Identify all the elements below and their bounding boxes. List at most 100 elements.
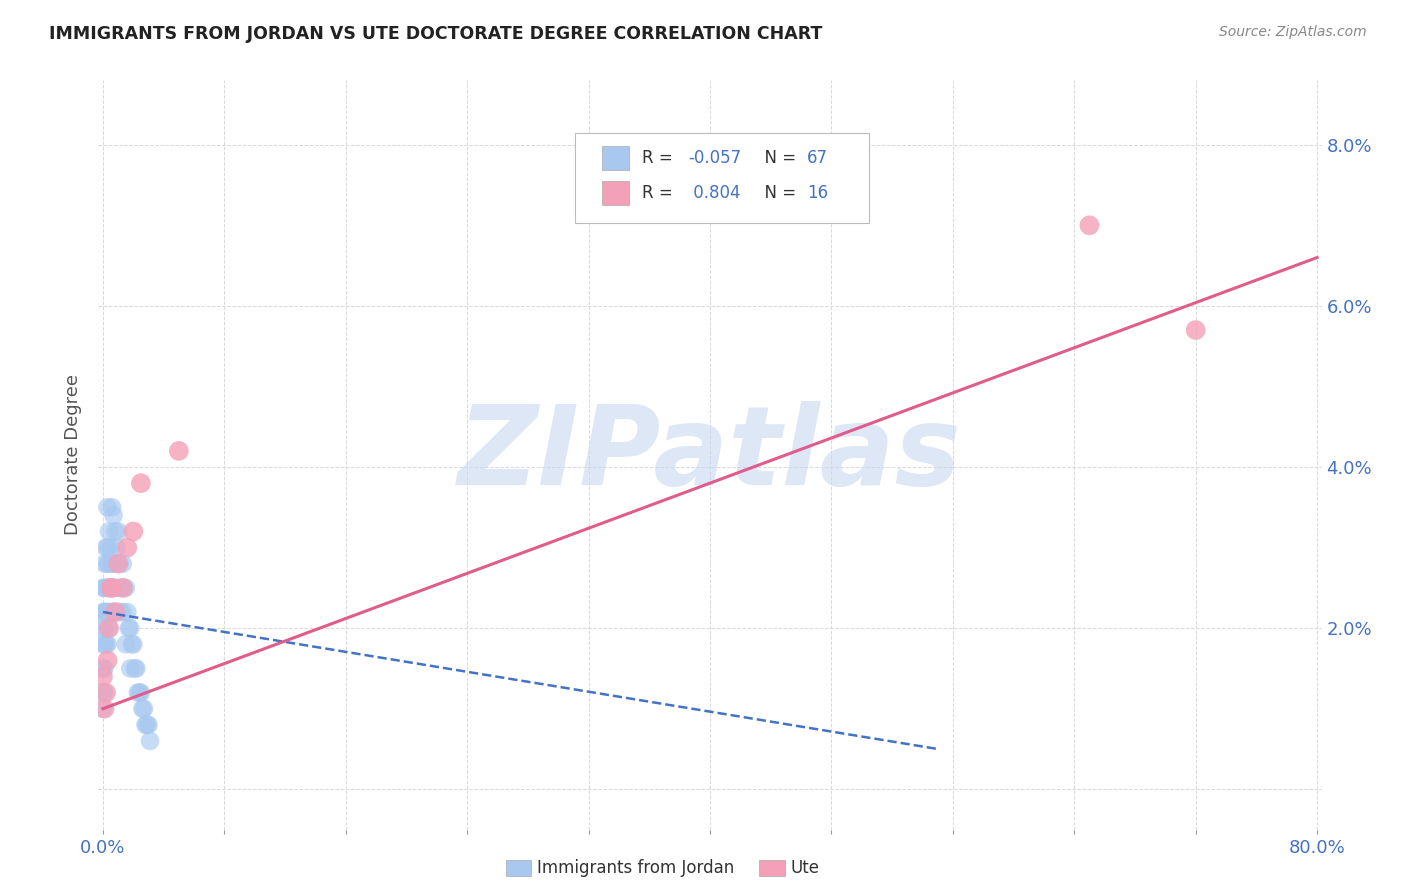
Point — [108, 605, 131, 619]
Point — [134, 718, 156, 732]
Point — [94, 541, 117, 555]
Point — [105, 605, 128, 619]
Point — [91, 581, 114, 595]
Point — [131, 702, 153, 716]
Point — [139, 734, 162, 748]
Point — [93, 661, 115, 675]
Point — [103, 605, 125, 619]
Point — [93, 605, 115, 619]
Point — [96, 581, 118, 595]
Point — [167, 443, 190, 458]
Point — [94, 685, 117, 699]
Point — [100, 541, 122, 555]
Point — [93, 685, 115, 699]
Text: 0.804: 0.804 — [688, 184, 741, 202]
Point — [107, 524, 129, 539]
Point — [136, 718, 159, 732]
Point — [118, 621, 141, 635]
Text: 16: 16 — [807, 184, 828, 202]
Point — [96, 605, 118, 619]
Point — [112, 581, 135, 595]
Point — [122, 637, 145, 651]
Point — [104, 524, 127, 539]
Text: Source: ZipAtlas.com: Source: ZipAtlas.com — [1219, 25, 1367, 39]
Point — [98, 524, 121, 539]
Point — [91, 621, 114, 635]
Point — [98, 557, 121, 571]
Point — [93, 621, 115, 635]
Point — [93, 637, 115, 651]
Point — [111, 557, 134, 571]
Point — [101, 500, 124, 515]
Point — [104, 581, 127, 595]
Point — [107, 581, 129, 595]
Point — [117, 541, 139, 555]
Point — [120, 661, 142, 675]
Point — [94, 581, 117, 595]
Point — [111, 605, 134, 619]
FancyBboxPatch shape — [575, 133, 869, 223]
Text: ZIPatlas: ZIPatlas — [458, 401, 962, 508]
Point — [111, 581, 134, 595]
Point — [124, 661, 146, 675]
Point — [114, 581, 136, 595]
Point — [101, 581, 124, 595]
Bar — [602, 146, 630, 170]
Point — [120, 621, 142, 635]
Text: -0.057: -0.057 — [688, 149, 741, 167]
Text: N =: N = — [754, 149, 801, 167]
Text: R =: R = — [641, 184, 678, 202]
Point — [96, 637, 118, 651]
Point — [98, 621, 121, 635]
Text: 67: 67 — [807, 149, 828, 167]
Point — [96, 653, 118, 667]
Bar — [602, 181, 630, 204]
Point — [132, 702, 155, 716]
Point — [1078, 219, 1101, 233]
Point — [100, 605, 122, 619]
Point — [100, 581, 122, 595]
Point — [94, 637, 117, 651]
Point — [107, 557, 129, 571]
Point — [93, 702, 115, 716]
Point — [122, 524, 145, 539]
Text: Ute: Ute — [790, 859, 820, 877]
Point — [96, 541, 118, 555]
Point — [101, 557, 124, 571]
Point — [101, 605, 124, 619]
Point — [128, 685, 150, 699]
Point — [103, 508, 125, 523]
Point — [91, 702, 114, 716]
Point — [125, 661, 148, 675]
Point — [129, 476, 152, 491]
Point — [104, 605, 127, 619]
Point — [103, 557, 125, 571]
Point — [110, 581, 132, 595]
Y-axis label: Doctorate Degree: Doctorate Degree — [63, 375, 82, 535]
Point — [96, 500, 118, 515]
Point — [91, 605, 114, 619]
Point — [91, 637, 114, 651]
Point — [93, 557, 115, 571]
Point — [127, 685, 149, 699]
Point — [105, 541, 128, 555]
Text: Immigrants from Jordan: Immigrants from Jordan — [537, 859, 734, 877]
Point — [93, 581, 115, 595]
Point — [91, 661, 114, 675]
Point — [91, 669, 114, 683]
Point — [1184, 323, 1206, 337]
Point — [98, 621, 121, 635]
Point — [94, 605, 117, 619]
Text: N =: N = — [754, 184, 801, 202]
Point — [96, 557, 118, 571]
Point — [117, 605, 139, 619]
Point — [129, 685, 152, 699]
Text: IMMIGRANTS FROM JORDAN VS UTE DOCTORATE DEGREE CORRELATION CHART: IMMIGRANTS FROM JORDAN VS UTE DOCTORATE … — [49, 25, 823, 43]
Point — [138, 718, 160, 732]
Point — [114, 637, 136, 651]
Point — [98, 581, 121, 595]
Point — [108, 557, 131, 571]
Point — [91, 685, 114, 699]
Point — [121, 637, 143, 651]
Text: R =: R = — [641, 149, 678, 167]
